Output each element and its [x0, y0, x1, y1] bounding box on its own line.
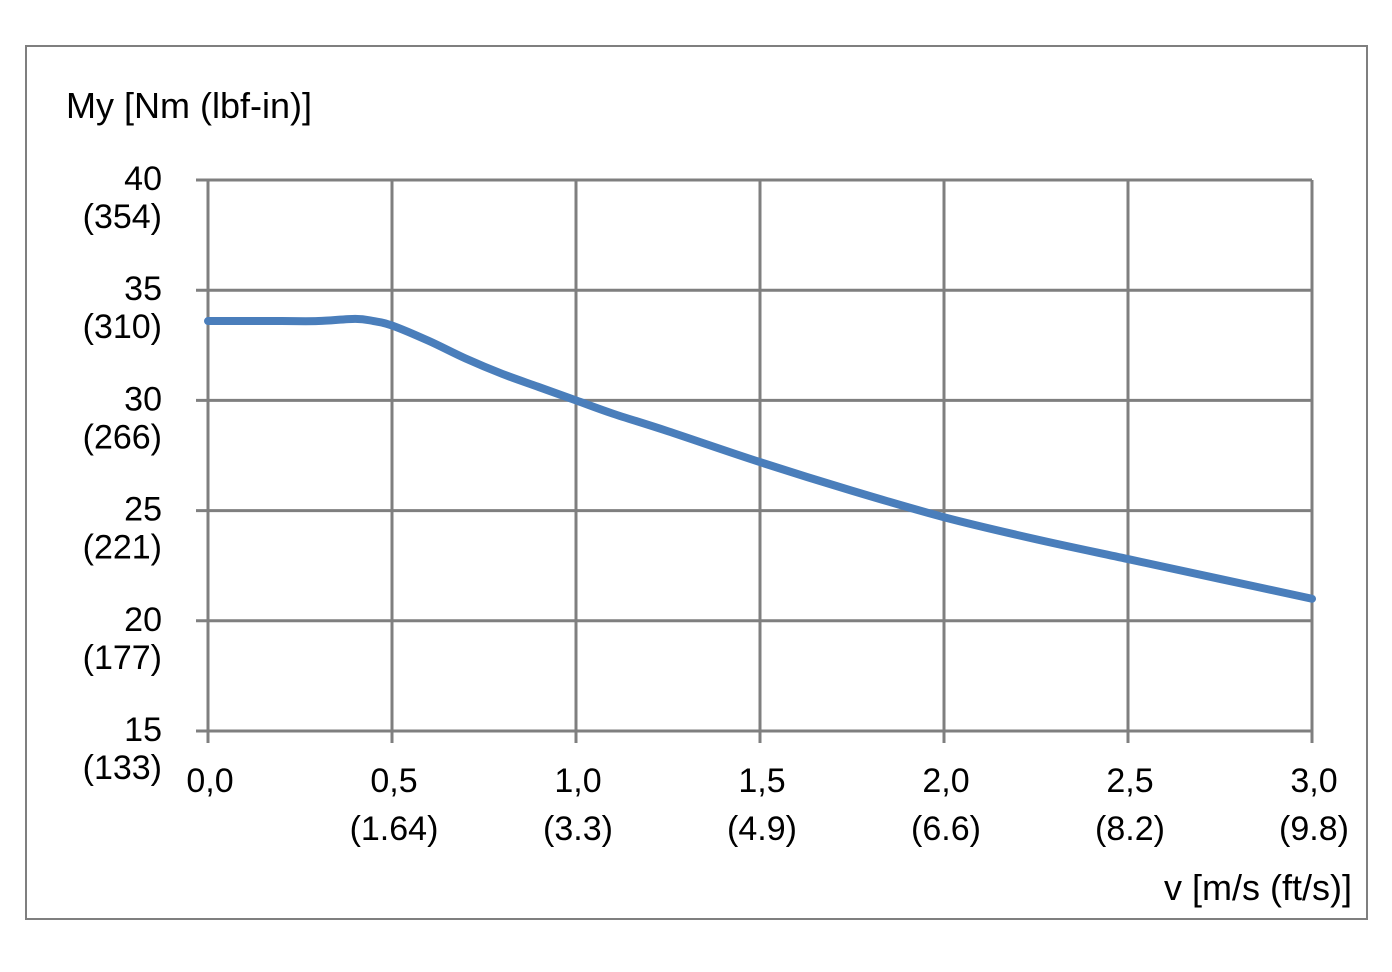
- x-axis-title: v [m/s (ft/s)]: [1164, 867, 1352, 908]
- series: [204, 314, 1316, 603]
- x-tick-sublabel: (9.8): [1279, 810, 1349, 848]
- y-tick-label: 35: [124, 270, 162, 308]
- x-tick-label: 2,5: [1106, 762, 1153, 800]
- y-tick-sublabel: (310): [83, 308, 162, 346]
- x-tick-label: 0,5: [370, 762, 417, 800]
- x-tick-label: 3,0: [1290, 762, 1337, 800]
- x-tick-label: 0,0: [186, 762, 233, 800]
- y-tick-label: 20: [124, 601, 162, 639]
- x-tick-sublabel: (6.6): [911, 810, 981, 848]
- x-tick-sublabel: (1.64): [350, 810, 439, 848]
- y-tick-sublabel: (266): [83, 418, 162, 456]
- y-tick-sublabel: (354): [83, 198, 162, 236]
- y-tick-sublabel: (177): [83, 639, 162, 677]
- y-tick-label: 25: [124, 491, 162, 529]
- x-tick-sublabel: (3.3): [543, 810, 613, 848]
- y-tick-label: 30: [124, 380, 162, 418]
- tick-labels: 40(354) 35(310) 30(266) 25(221) 20(177) 15(13…: [83, 160, 1349, 848]
- x-tick-label: 1,0: [554, 762, 601, 800]
- grid: [196, 178, 1314, 743]
- y-tick-label: 15: [124, 711, 162, 749]
- x-tick-sublabel: (8.2): [1095, 810, 1165, 848]
- x-tick-sublabel: (4.9): [727, 810, 797, 848]
- y-tick-label: 40: [124, 160, 162, 198]
- y-tick-sublabel: (133): [83, 749, 162, 787]
- x-tick-label: 1,5: [738, 762, 785, 800]
- y-tick-sublabel: (221): [83, 529, 162, 567]
- chart-frame: [25, 45, 1368, 920]
- x-tick-label: 2,0: [922, 762, 969, 800]
- y-axis-title: My [Nm (lbf-in)]: [66, 85, 312, 126]
- series-line: [204, 314, 1316, 603]
